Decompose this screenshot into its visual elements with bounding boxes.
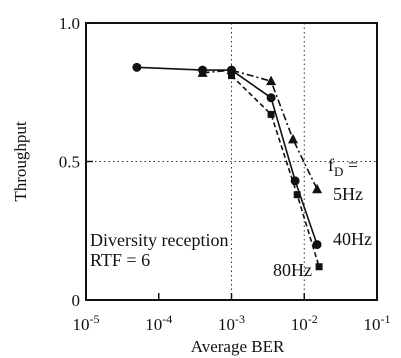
series-label-80hz: 80Hz [273,260,312,280]
data-point-5hz-4 [312,183,323,194]
y-tick-label-2: 1.0 [59,14,80,33]
condition-label-diversity: Diversity reception [90,230,228,250]
data-point-80hz-2 [293,191,301,199]
x-axis-title: Average BER [191,337,285,356]
series-line-5hz [202,69,318,190]
x-tick-label-2: 10-3 [218,312,245,334]
data-point-80hz-0 [228,72,235,80]
series-label-40hz: 40Hz [333,229,372,249]
data-point-80hz-1 [267,110,275,118]
data-point-5hz-3 [287,133,298,144]
series-line-40hz [136,66,318,245]
x-tick-label-1: 10-4 [145,312,172,334]
y-tick-label-0: 0 [72,291,81,310]
y-axis-title: Throughput [11,121,30,202]
x-tick-label-3: 10-2 [291,312,318,334]
data-point-5hz-2 [266,75,277,86]
data-point-80hz-3 [315,263,323,271]
fd-label: fD = [328,155,358,179]
x-tick-label-0: 10-5 [73,312,100,334]
series-line-80hz [230,75,320,268]
data-point-40hz-5 [312,240,322,250]
data-point-40hz-3 [266,93,276,103]
data-point-40hz-0 [132,62,142,72]
axis-ticks: 10-5 10-4 10-3 10-2 10-1 0 0.5 1.0 [59,14,391,334]
data-point-40hz-1 [198,65,208,75]
series-layer [132,62,323,271]
condition-label-rtf: RTF = 6 [90,250,150,270]
y-tick-label-1: 0.5 [59,153,80,172]
series-label-5hz: 5Hz [333,184,363,204]
data-point-40hz-4 [290,176,300,186]
x-tick-label-4: 10-1 [364,312,391,334]
